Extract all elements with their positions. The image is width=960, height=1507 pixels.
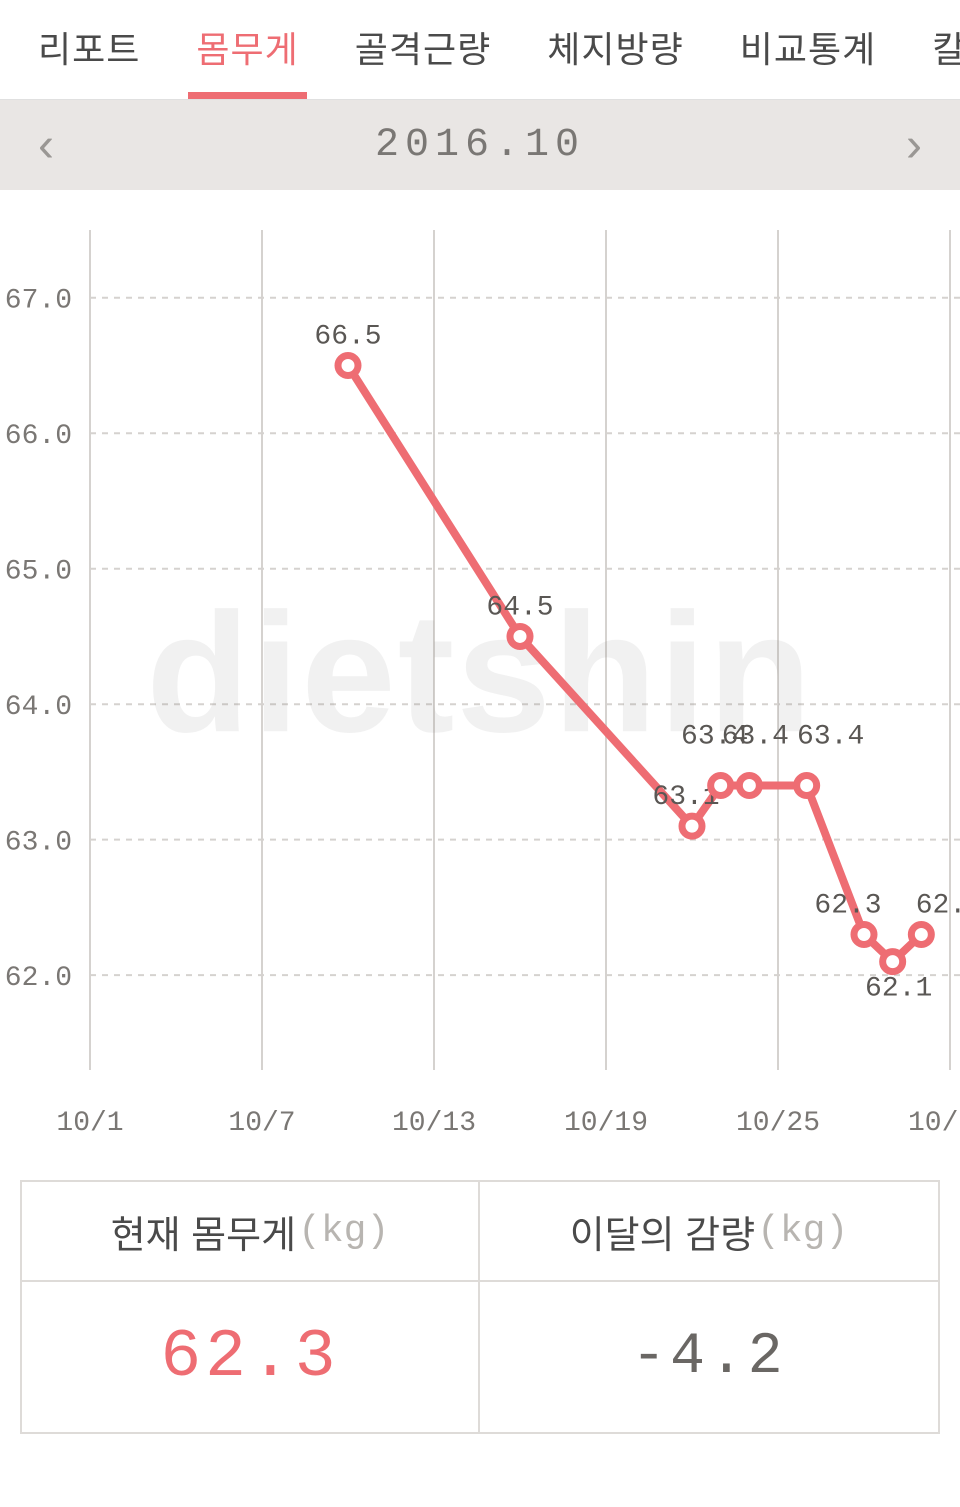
summary-delta-header: 이달의 감량 (kg) bbox=[480, 1182, 938, 1282]
tab-weight[interactable]: 몸무게 bbox=[168, 0, 326, 100]
svg-text:62.1: 62.1 bbox=[865, 974, 932, 1005]
weight-chart: 62.0 63.0 64.0 65.0 66.0 67.0 10/1 10/7 10/13 10/… bbox=[0, 190, 960, 1150]
month-nav: ‹ 2016.10 › bbox=[0, 100, 960, 190]
summary-delta-value-cell: -4.2 bbox=[480, 1282, 938, 1432]
svg-text:62.3: 62.3 bbox=[916, 891, 960, 922]
svg-text:63.0: 63.0 bbox=[5, 828, 72, 859]
summary-delta-title: 이달의 감량 bbox=[570, 1204, 755, 1259]
summary-current-title: 현재 몸무게 bbox=[111, 1204, 296, 1259]
svg-text:10/25: 10/25 bbox=[736, 1108, 820, 1139]
svg-text:63.4: 63.4 bbox=[797, 721, 864, 752]
svg-text:66.5: 66.5 bbox=[314, 321, 381, 352]
tab-muscle[interactable]: 골격근량 bbox=[327, 0, 519, 100]
weight-chart-svg: 62.0 63.0 64.0 65.0 66.0 67.0 10/1 10/7 10/13 10/… bbox=[0, 190, 960, 1150]
tab-report[interactable]: 리포트 bbox=[10, 0, 168, 100]
svg-text:63.4: 63.4 bbox=[722, 721, 789, 752]
prev-month-button[interactable]: ‹ bbox=[20, 108, 72, 183]
svg-text:64.0: 64.0 bbox=[5, 692, 72, 723]
tab-calorie[interactable]: 칼로리 bbox=[904, 0, 960, 100]
summary-delta-unit: (kg) bbox=[757, 1210, 848, 1253]
tab-compare[interactable]: 비교통계 bbox=[712, 0, 904, 100]
svg-text:10/7: 10/7 bbox=[228, 1108, 295, 1139]
summary-current-value: 62.3 bbox=[160, 1319, 339, 1396]
tab-bodyfat[interactable]: 체지방량 bbox=[519, 0, 711, 100]
summary-delta-value: -4.2 bbox=[631, 1325, 786, 1390]
svg-text:10/13: 10/13 bbox=[392, 1108, 476, 1139]
svg-text:65.0: 65.0 bbox=[5, 557, 72, 588]
summary-table: 현재 몸무게 (kg) 이달의 감량 (kg) 62.3 -4.2 bbox=[20, 1180, 940, 1434]
summary-current-unit: (kg) bbox=[298, 1210, 389, 1253]
next-month-button[interactable]: › bbox=[888, 108, 940, 183]
svg-text:66.0: 66.0 bbox=[5, 421, 72, 452]
svg-text:62.0: 62.0 bbox=[5, 963, 72, 994]
svg-text:10/19: 10/19 bbox=[564, 1108, 648, 1139]
svg-text:10/31: 10/31 bbox=[908, 1108, 960, 1139]
tab-bar: 리포트 몸무게 골격근량 체지방량 비교통계 칼로리 bbox=[0, 0, 960, 100]
summary-current-header: 현재 몸무게 (kg) bbox=[22, 1182, 480, 1282]
svg-text:64.5: 64.5 bbox=[486, 592, 553, 623]
month-label: 2016.10 bbox=[375, 123, 585, 168]
summary-current-value-cell: 62.3 bbox=[22, 1282, 480, 1432]
svg-text:62.3: 62.3 bbox=[814, 891, 881, 922]
svg-text:67.0: 67.0 bbox=[5, 286, 72, 317]
svg-text:10/1: 10/1 bbox=[56, 1108, 123, 1139]
